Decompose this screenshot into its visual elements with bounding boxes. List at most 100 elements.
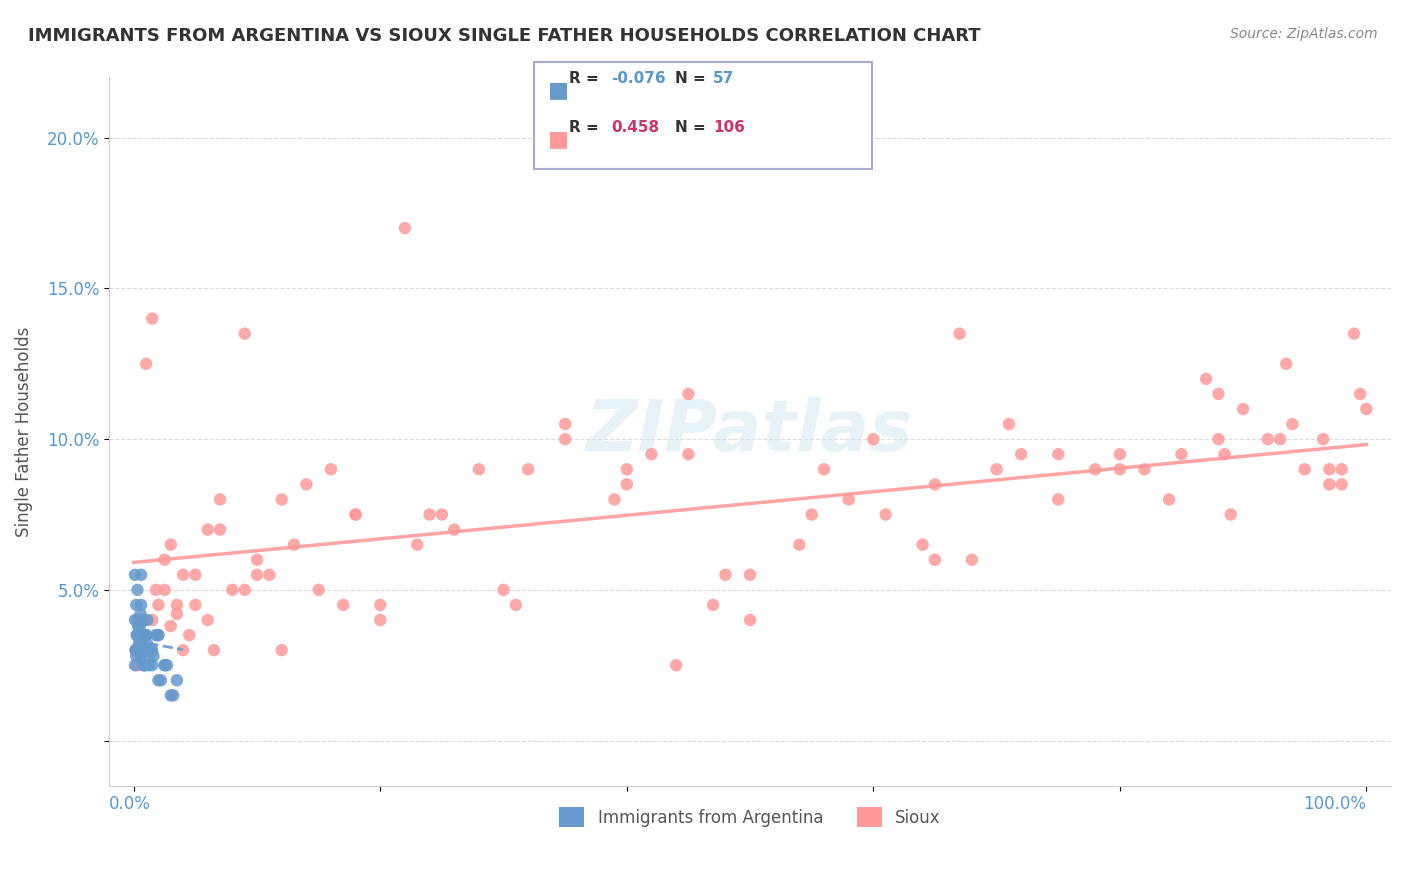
Point — [1232, 402, 1254, 417]
Point — [202, 643, 225, 657]
Point — [153, 658, 176, 673]
Point — [862, 432, 884, 446]
Point — [129, 619, 152, 633]
Point — [134, 643, 156, 657]
Point — [132, 613, 155, 627]
Point — [1084, 462, 1107, 476]
Point — [1257, 432, 1279, 446]
Point — [924, 552, 946, 566]
Point — [259, 567, 281, 582]
Point — [344, 508, 367, 522]
Point — [125, 649, 148, 664]
Point — [153, 582, 176, 597]
Point — [125, 628, 148, 642]
Point — [295, 477, 318, 491]
Point — [1317, 462, 1340, 476]
Point — [1195, 372, 1218, 386]
Text: 0.458: 0.458 — [612, 120, 659, 136]
Point — [132, 643, 155, 657]
Point — [319, 462, 342, 476]
Point — [138, 658, 160, 673]
Point — [209, 492, 232, 507]
Point — [128, 613, 150, 627]
Point — [221, 582, 243, 597]
Text: 57: 57 — [713, 71, 734, 87]
Point — [986, 462, 1008, 476]
Point — [166, 607, 188, 621]
Point — [129, 567, 152, 582]
Point — [124, 643, 146, 657]
Point — [142, 649, 165, 664]
Point — [131, 643, 153, 657]
Point — [162, 689, 184, 703]
Point — [159, 538, 181, 552]
Text: 100.0%: 100.0% — [1303, 795, 1367, 813]
Legend: Immigrants from Argentina, Sioux: Immigrants from Argentina, Sioux — [553, 800, 948, 834]
Point — [127, 658, 149, 673]
Point — [153, 552, 176, 566]
Point — [430, 508, 453, 522]
Point — [998, 417, 1021, 431]
Point — [1312, 432, 1334, 446]
Point — [134, 658, 156, 673]
Point — [960, 552, 983, 566]
Point — [132, 658, 155, 673]
Point — [1355, 402, 1378, 417]
Point — [124, 658, 146, 673]
Point — [124, 643, 146, 657]
Point — [714, 567, 737, 582]
Point — [129, 607, 152, 621]
Point — [124, 613, 146, 627]
Point — [172, 643, 194, 657]
Point — [924, 477, 946, 491]
Point — [233, 326, 256, 341]
Point — [139, 643, 162, 657]
Text: -0.076: -0.076 — [612, 71, 666, 87]
Point — [128, 628, 150, 642]
Point — [702, 598, 724, 612]
Point — [141, 613, 163, 627]
Point — [283, 538, 305, 552]
Point — [125, 643, 148, 657]
Point — [554, 432, 576, 446]
Point — [136, 637, 159, 651]
Point — [419, 508, 441, 522]
Point — [135, 628, 157, 642]
Point — [1133, 462, 1156, 476]
Point — [1208, 387, 1230, 401]
Point — [789, 538, 811, 552]
Point — [148, 628, 170, 642]
Point — [1317, 477, 1340, 491]
Y-axis label: Single Father Households: Single Father Households — [15, 326, 32, 537]
Point — [136, 613, 159, 627]
Point — [153, 658, 176, 673]
Point — [800, 508, 823, 522]
Text: N =: N = — [675, 71, 711, 87]
Point — [875, 508, 897, 522]
Point — [159, 689, 181, 703]
Point — [554, 417, 576, 431]
Point — [131, 628, 153, 642]
Point — [468, 462, 491, 476]
Point — [141, 311, 163, 326]
Point — [131, 613, 153, 627]
Point — [443, 523, 465, 537]
Point — [125, 598, 148, 612]
Point — [1047, 447, 1070, 461]
Point — [148, 598, 170, 612]
Point — [1330, 462, 1353, 476]
Point — [344, 508, 367, 522]
Point — [148, 628, 170, 642]
Point — [270, 492, 292, 507]
Point — [129, 649, 152, 664]
Point — [1108, 462, 1130, 476]
Point — [138, 649, 160, 664]
Point — [141, 658, 163, 673]
Point — [1343, 326, 1365, 341]
Point — [949, 326, 972, 341]
Point — [172, 567, 194, 582]
Point — [184, 598, 207, 612]
Point — [129, 598, 152, 612]
Text: N =: N = — [675, 120, 711, 136]
Point — [678, 447, 700, 461]
